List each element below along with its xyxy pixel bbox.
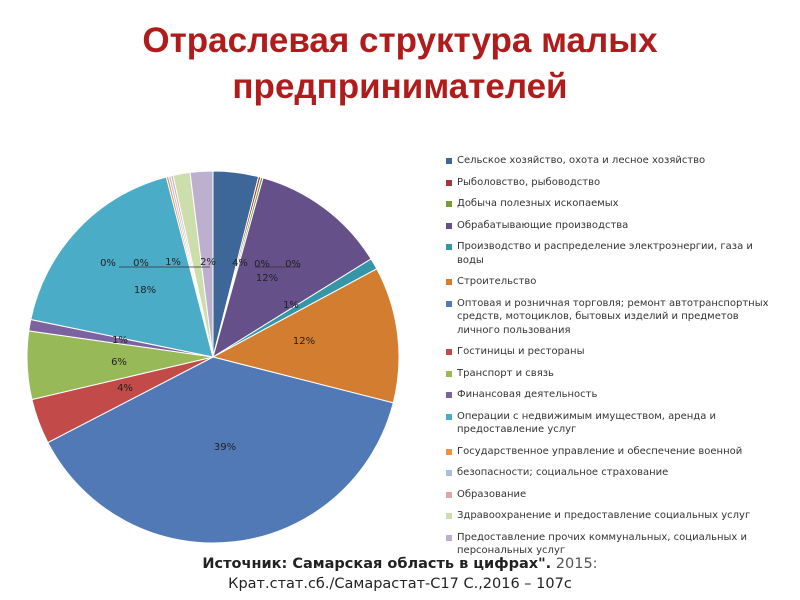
slice-value-label-3: 0% <box>285 259 301 270</box>
slice-value-label-13: 0% <box>133 258 149 269</box>
pie-slice-16 <box>189 170 214 358</box>
legend-label: Обрабатывающие производства <box>457 219 629 231</box>
source-year: 2015: <box>555 556 598 572</box>
chart-title: Отраслевая структура малых предпринимате… <box>40 18 760 110</box>
legend-swatch <box>446 513 452 519</box>
legend-label: Образование <box>457 488 527 500</box>
legend-item-16: Предоставление прочих коммунальных, соци… <box>446 531 776 558</box>
legend-label: Операции с недвижимым имуществом, аренда… <box>457 410 717 436</box>
legend-item-11: Операции с недвижимым имуществом, аренда… <box>446 410 776 437</box>
legend-item-14: Образование <box>446 488 776 502</box>
legend-item-4: Обрабатывающие производства <box>446 219 776 233</box>
legend-label: Финансовая деятельность <box>457 389 598 400</box>
legend-item-13: безопасности; социальное страхование <box>446 466 776 480</box>
slice-value-label-1: 4% <box>232 258 248 269</box>
legend-swatch <box>446 201 452 207</box>
legend-swatch <box>446 392 452 398</box>
legend-item-5: Производство и распределение электроэнер… <box>446 240 776 267</box>
legend-item-2: Рыболовство, рыбоводство <box>446 176 776 190</box>
legend-item-1: Сельское хозяйство, охота и лесное хозяй… <box>446 154 776 168</box>
legend-label: Гостиницы и рестораны <box>457 346 585 357</box>
slice-value-label-16: 2% <box>200 257 216 268</box>
legend-item-3: Добыча полезных ископаемых <box>446 197 776 211</box>
slice-value-label-4: 12% <box>256 273 278 284</box>
pie-slice-4 <box>212 177 372 359</box>
legend-item-7: Оптовая и розничная торговля; ремонт авт… <box>446 297 776 338</box>
legend-item-8: Гостиницы и рестораны <box>446 345 776 359</box>
legend-item-12: Государственное управление и обеспечение… <box>446 445 776 459</box>
legend-item-10: Финансовая деятельность <box>446 388 776 402</box>
slice-value-label-7: 39% <box>214 442 236 453</box>
pie-slice-7 <box>47 356 394 544</box>
legend-label: Предоставление прочих коммунальных, соци… <box>457 531 748 557</box>
legend-item-15: Здравоохранение и предоставление социаль… <box>446 509 776 523</box>
legend-item-9: Транспорт и связь <box>446 367 776 381</box>
slice-value-label-9: 6% <box>111 357 127 368</box>
legend-label: Здравоохранение и предоставление социаль… <box>457 510 751 521</box>
legend-swatch <box>446 158 452 164</box>
legend-swatch <box>446 491 452 498</box>
chart-title-line-1: Отраслевая структура малых <box>142 21 658 60</box>
legend-label: Рыболовство, рыбоводство <box>457 176 601 188</box>
legend-item-6: Строительство <box>446 275 776 289</box>
legend-swatch <box>446 244 452 250</box>
source-citation: Источник: Самарская область в цифрах". 2… <box>0 556 800 572</box>
chart-legend: Сельское хозяйство, охота и лесное хозяй… <box>446 154 776 566</box>
source-label: Источник: Самарская область в цифрах". <box>202 556 552 572</box>
legend-swatch <box>446 470 452 476</box>
legend-swatch <box>446 370 452 377</box>
legend-label: Государственное управление и обеспечение… <box>457 445 743 457</box>
slice-value-label-10: 1% <box>112 335 128 346</box>
legend-label: Производство и распределение электроэнер… <box>457 241 753 266</box>
legend-swatch <box>446 448 452 455</box>
legend-swatch <box>446 179 452 186</box>
legend-label: безопасности; социальное страхование <box>457 467 669 478</box>
legend-swatch <box>446 300 452 307</box>
legend-swatch <box>446 222 452 229</box>
slice-value-label-11: 18% <box>134 285 156 296</box>
legend-label: Транспорт и связь <box>457 367 554 379</box>
slice-value-label-5: 1% <box>283 300 299 311</box>
slice-value-label-8: 4% <box>117 383 133 394</box>
legend-swatch <box>446 413 452 420</box>
legend-swatch <box>446 279 452 285</box>
legend-label: Сельское хозяйство, охота и лесное хозяй… <box>457 155 706 166</box>
legend-label: Оптовая и розничная торговля; ремонт авт… <box>457 297 769 336</box>
slice-value-label-15: 1% <box>165 257 181 268</box>
chart-title-line-2: предпринимателей <box>232 67 568 106</box>
slice-value-label-2: 0% <box>254 259 270 270</box>
legend-swatch <box>446 534 452 541</box>
legend-swatch <box>446 349 452 355</box>
legend-label: Добыча полезных ископаемых <box>457 198 619 209</box>
slice-value-label-12: 0% <box>100 258 116 269</box>
source-reference: Крат.стат.сб./Самарастат-С17 С.,2016 – 1… <box>228 576 572 592</box>
legend-label: Строительство <box>457 276 537 287</box>
slice-value-label-6: 12% <box>293 336 315 347</box>
pie-slice-6 <box>211 268 400 404</box>
